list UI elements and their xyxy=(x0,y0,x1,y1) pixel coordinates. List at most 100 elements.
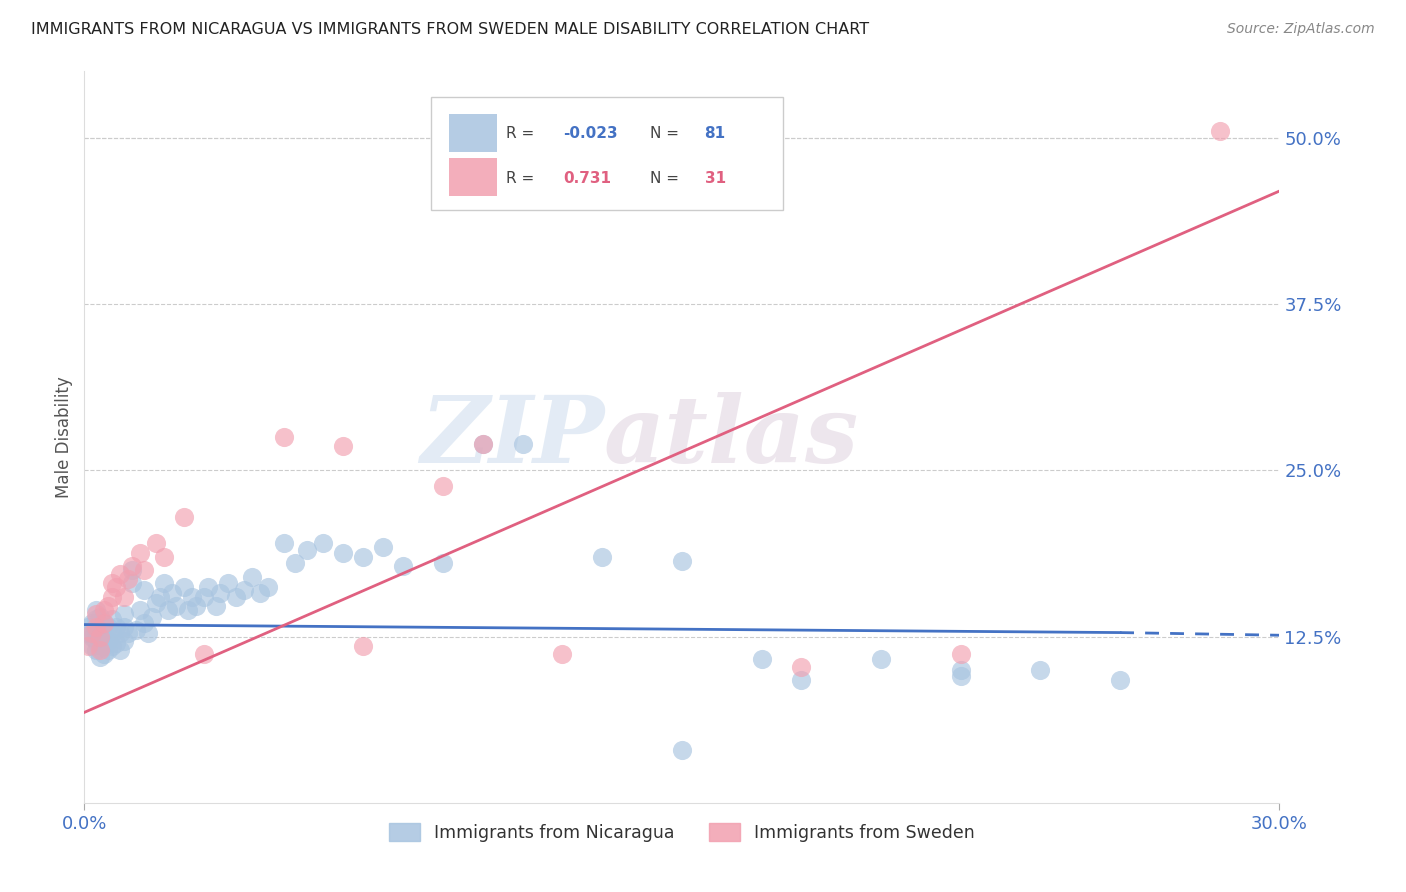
Point xyxy=(273,430,295,444)
Point xyxy=(86,633,108,648)
Point xyxy=(86,612,108,626)
Point xyxy=(101,639,124,653)
Point xyxy=(1029,663,1052,677)
Point xyxy=(173,509,195,524)
Point xyxy=(112,590,135,604)
Point xyxy=(89,630,111,644)
Point xyxy=(89,609,111,624)
Point xyxy=(101,612,124,626)
Point xyxy=(121,576,143,591)
Point xyxy=(110,567,132,582)
Point xyxy=(77,639,100,653)
Point xyxy=(89,636,111,650)
Legend: Immigrants from Nicaragua, Immigrants from Sweden: Immigrants from Nicaragua, Immigrants fr… xyxy=(382,816,981,849)
Point xyxy=(751,652,773,666)
FancyBboxPatch shape xyxy=(449,159,496,196)
Point xyxy=(89,649,111,664)
Point xyxy=(105,580,128,594)
Text: N =: N = xyxy=(650,126,679,141)
Point xyxy=(105,636,128,650)
FancyBboxPatch shape xyxy=(449,114,496,152)
Point xyxy=(112,620,135,634)
Point xyxy=(512,436,534,450)
Point xyxy=(312,536,335,550)
Point xyxy=(205,599,228,613)
Point xyxy=(97,633,120,648)
Point xyxy=(89,625,111,640)
Point xyxy=(870,652,893,666)
Point xyxy=(97,620,120,634)
Point xyxy=(591,549,613,564)
Point xyxy=(93,603,115,617)
Point xyxy=(82,630,104,644)
Point xyxy=(1209,124,1232,138)
Point xyxy=(93,616,115,631)
Point xyxy=(193,647,215,661)
Point xyxy=(392,559,415,574)
Point xyxy=(112,607,135,621)
Text: Source: ZipAtlas.com: Source: ZipAtlas.com xyxy=(1227,22,1375,37)
Text: -0.023: -0.023 xyxy=(564,126,619,141)
Point xyxy=(121,559,143,574)
Point xyxy=(208,585,231,599)
Point xyxy=(193,590,215,604)
Point xyxy=(132,563,156,577)
Point xyxy=(136,625,159,640)
Point xyxy=(93,639,115,653)
Text: 0.731: 0.731 xyxy=(564,171,612,186)
Point xyxy=(432,479,454,493)
Point xyxy=(232,582,254,597)
Point xyxy=(86,643,108,657)
Point xyxy=(82,616,104,631)
Point xyxy=(471,436,494,450)
Point xyxy=(332,546,354,560)
Point xyxy=(145,536,167,550)
Point xyxy=(284,557,307,571)
Point xyxy=(117,573,139,587)
Point xyxy=(149,590,172,604)
Text: atlas: atlas xyxy=(605,392,859,482)
Point xyxy=(273,536,295,550)
Point xyxy=(165,599,187,613)
Point xyxy=(86,607,108,621)
Point xyxy=(125,623,148,637)
Text: ZIP: ZIP xyxy=(420,392,605,482)
Point xyxy=(82,625,104,640)
Point xyxy=(93,630,115,644)
Point xyxy=(121,563,143,577)
Point xyxy=(129,546,152,560)
Point xyxy=(249,585,271,599)
Point xyxy=(671,554,693,568)
Point xyxy=(132,582,156,597)
Point xyxy=(105,620,128,634)
Point xyxy=(97,599,120,613)
Point xyxy=(157,603,180,617)
Point xyxy=(297,543,319,558)
Point xyxy=(110,625,132,640)
Point xyxy=(1109,673,1132,688)
Point xyxy=(173,580,195,594)
Point xyxy=(197,580,219,594)
Point xyxy=(949,669,972,683)
Point xyxy=(89,643,111,657)
Point xyxy=(129,603,152,617)
Y-axis label: Male Disability: Male Disability xyxy=(55,376,73,498)
Point xyxy=(790,660,813,674)
Point xyxy=(153,576,176,591)
Point xyxy=(145,596,167,610)
Point xyxy=(373,541,395,555)
Point xyxy=(256,580,278,594)
Point xyxy=(101,576,124,591)
Point xyxy=(790,673,813,688)
Point xyxy=(160,585,183,599)
Point xyxy=(117,625,139,640)
Point xyxy=(77,620,100,634)
Point xyxy=(184,599,207,613)
Point xyxy=(671,742,693,756)
Point xyxy=(332,439,354,453)
Point xyxy=(432,557,454,571)
Point xyxy=(77,625,100,640)
Point xyxy=(551,647,574,661)
Text: R =: R = xyxy=(506,126,534,141)
Point xyxy=(86,623,108,637)
